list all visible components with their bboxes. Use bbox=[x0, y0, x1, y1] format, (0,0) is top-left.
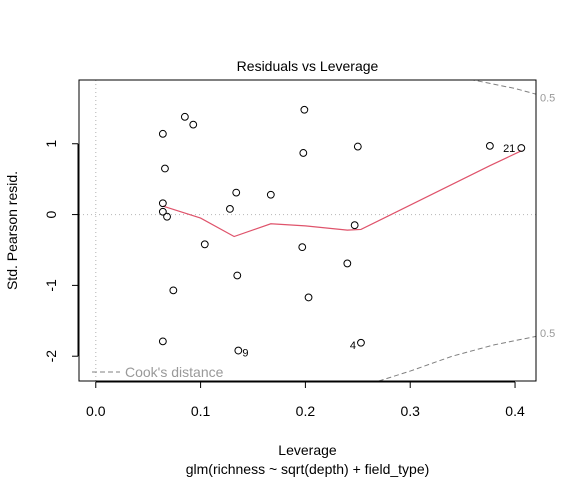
reference-lines bbox=[79, 80, 536, 381]
x-axis: 0.0 0.1 0.2 0.3 0.4 bbox=[86, 381, 525, 419]
data-point-9 bbox=[517, 144, 526, 152]
cook-contour-label-1: 0.5 bbox=[540, 93, 555, 105]
data-point-20 bbox=[233, 271, 242, 280]
data-point-5 bbox=[161, 164, 169, 173]
legend: Cook's distance bbox=[92, 364, 224, 380]
data-point-12 bbox=[163, 212, 171, 221]
point-label-4: 4 bbox=[350, 340, 356, 352]
cook-contour-upper bbox=[471, 80, 536, 95]
point-label-21: 21 bbox=[503, 143, 515, 155]
data-point-2 bbox=[180, 112, 189, 121]
data-point-3 bbox=[189, 120, 198, 129]
smooth-line bbox=[162, 150, 522, 238]
data-point-6 bbox=[299, 149, 308, 157]
model-formula-subtitle: glm(richness ~ sqrt(depth) + field_type) bbox=[186, 461, 430, 477]
y-tick-label: 0 bbox=[43, 210, 59, 218]
x-tick-label: 0.2 bbox=[296, 403, 316, 419]
x-axis-label: Leverage bbox=[278, 442, 337, 458]
data-point-23 bbox=[158, 337, 167, 346]
data-points bbox=[158, 105, 526, 355]
data-point-19 bbox=[343, 259, 352, 268]
plot-frame bbox=[78, 79, 537, 382]
y-tick-label: -1 bbox=[43, 279, 59, 292]
data-point-4 bbox=[300, 105, 309, 114]
data-point-25 bbox=[357, 338, 365, 347]
data-point-11 bbox=[158, 207, 167, 216]
x-tick-label: 0.0 bbox=[86, 403, 106, 419]
y-axis-label: Std. Pearson resid. bbox=[4, 171, 20, 290]
x-tick-label: 0.3 bbox=[400, 403, 420, 419]
data-point-24 bbox=[234, 346, 243, 355]
chart-title: Residuals vs Leverage bbox=[237, 58, 379, 74]
data-point-16 bbox=[350, 221, 359, 230]
data-point-21 bbox=[169, 286, 178, 295]
y-tick-label: 1 bbox=[43, 140, 59, 148]
point-label-9: 9 bbox=[242, 348, 248, 360]
cooks-contour-labels: 0.5 0.5 bbox=[540, 93, 555, 340]
cook-contour-lower bbox=[378, 335, 536, 381]
legend-label: Cook's distance bbox=[125, 364, 224, 380]
smooth-line-group bbox=[162, 150, 522, 238]
data-point-15 bbox=[266, 190, 275, 199]
data-point-17 bbox=[200, 240, 209, 249]
data-point-7 bbox=[353, 142, 362, 151]
data-point-18 bbox=[298, 243, 307, 252]
point-labels: 21 9 4 bbox=[242, 143, 515, 360]
data-point-10 bbox=[158, 199, 167, 208]
data-point-8 bbox=[485, 141, 494, 150]
cook-contour-label-2: 0.5 bbox=[540, 328, 555, 340]
x-tick-label: 0.4 bbox=[505, 403, 525, 419]
cooks-distance-contours bbox=[378, 80, 536, 381]
data-point-14 bbox=[232, 188, 241, 197]
data-point-13 bbox=[226, 204, 234, 213]
data-point-22 bbox=[304, 293, 313, 302]
y-axis: -2 -1 0 1 bbox=[43, 140, 79, 363]
y-tick-label: -2 bbox=[43, 350, 59, 363]
x-tick-label: 0.1 bbox=[191, 403, 211, 419]
data-point-1 bbox=[158, 129, 167, 138]
